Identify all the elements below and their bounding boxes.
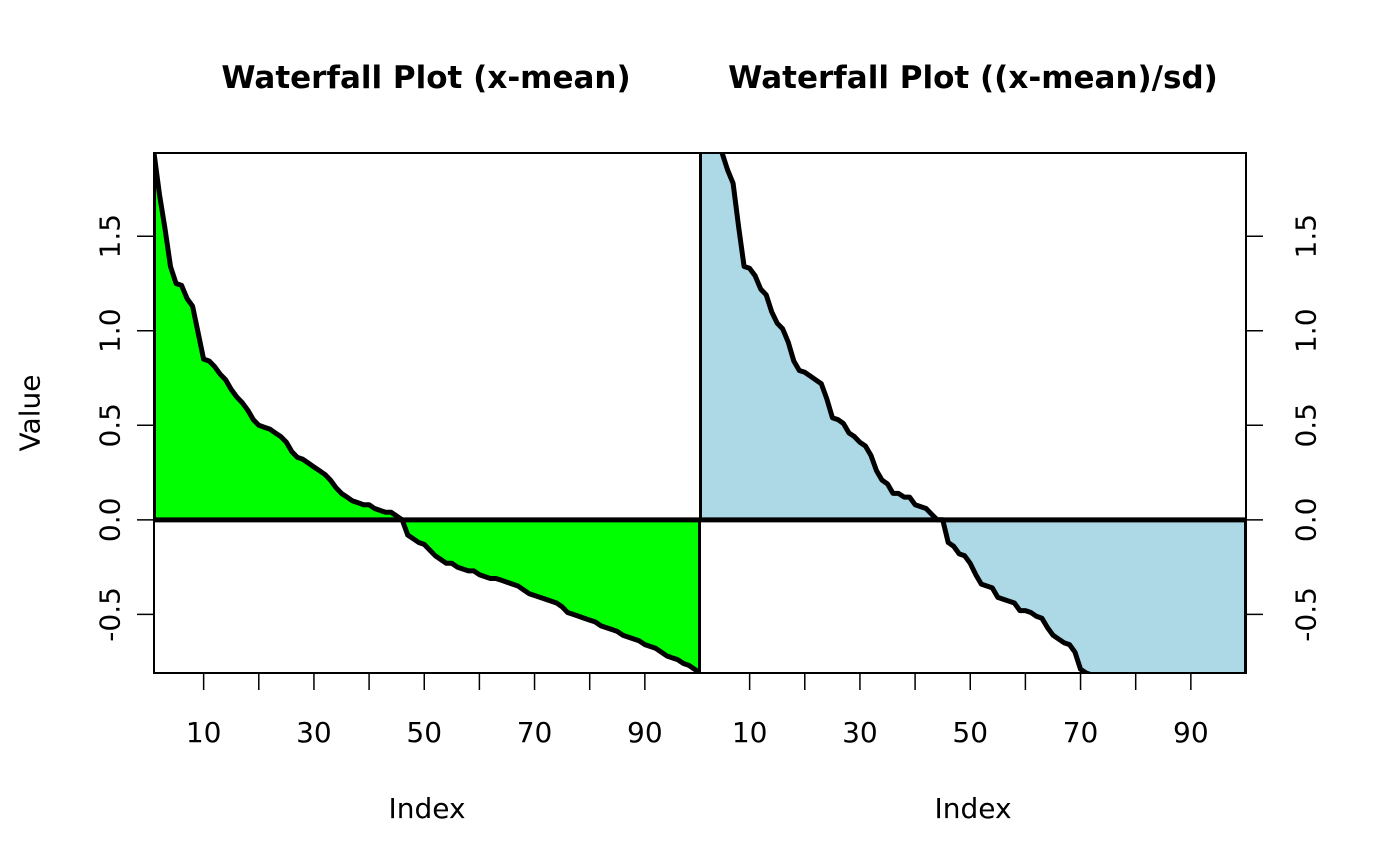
x-tick-label: 50: [952, 716, 988, 749]
y-tick-label: 1.5: [94, 214, 127, 259]
waterfall-panel-x-mean: 10 30 50 70 90 -0.5 0.0 0.5 1.0 1.5 Waterfall Plot…: [14, 60, 701, 825]
waterfall-panel-standardized: 10 30 50 70 90 -0.5 0.0 0.5 1.0 1.5 Waterfall Plot…: [699, 60, 1323, 825]
y-tick-label: 1.5: [1290, 214, 1323, 259]
x-tick-label: 30: [842, 716, 878, 749]
chart-title: Waterfall Plot (x-mean): [221, 60, 630, 96]
waterfall-fill: [700, 153, 1246, 673]
x-tick-label: 70: [517, 716, 553, 749]
x-tick-label: 70: [1063, 716, 1099, 749]
x-tick-label: 10: [732, 716, 768, 749]
x-tick-label: 90: [627, 716, 663, 749]
y-tick-label: 0.5: [94, 403, 127, 448]
x-tick-label: 10: [186, 716, 222, 749]
y-tick-label: 1.0: [1290, 308, 1323, 353]
x-tick-label: 30: [296, 716, 332, 749]
y-axis-label: Value: [14, 375, 47, 452]
y-tick-label: -0.5: [1290, 587, 1323, 642]
plot-frame: [699, 152, 1247, 674]
y-tick-label: 0.0: [94, 498, 127, 543]
y-tick-label: 1.0: [94, 308, 127, 353]
x-axis-label: Index: [388, 792, 465, 825]
x-tick-label: 90: [1173, 716, 1209, 749]
y-tick-label: 0.0: [1290, 498, 1323, 543]
x-tick-label: 50: [406, 716, 442, 749]
waterfall-line: [154, 153, 700, 673]
waterfall-line: [719, 153, 1094, 673]
x-axis-label: Index: [934, 792, 1011, 825]
waterfall-fill: [154, 153, 700, 673]
y-tick-label: 0.5: [1290, 403, 1323, 448]
y-tick-label: -0.5: [94, 587, 127, 642]
chart-title: Waterfall Plot ((x-mean)/sd): [728, 60, 1218, 96]
